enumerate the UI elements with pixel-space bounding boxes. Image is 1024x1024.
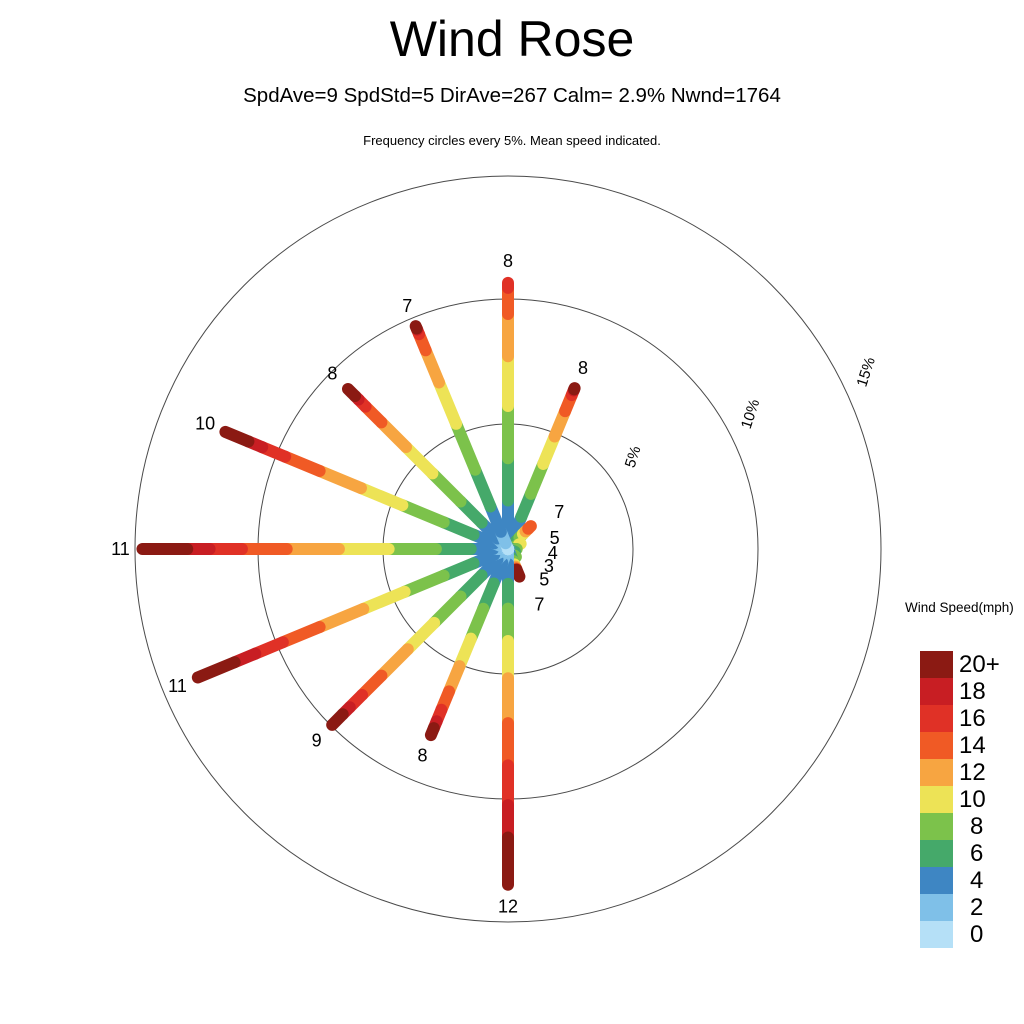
wind-petals: [136, 276, 581, 891]
legend-row: 14: [920, 732, 1000, 759]
legend-label: 6: [970, 840, 984, 867]
petal-segment: [398, 569, 450, 598]
petal-mean-speed-label: 12: [498, 897, 518, 917]
petal-mean-speed-label: 5: [539, 569, 549, 589]
wind-petal: [219, 425, 514, 555]
legend-entries: 20+ 18 16 14 12 10 8 6 4 2 0: [920, 651, 1000, 948]
legend-row: 6: [920, 840, 1000, 867]
legend-label: 8: [970, 813, 984, 840]
frequency-ring: [134, 175, 882, 923]
petal-segment: [313, 464, 367, 495]
petal-segment: [276, 621, 326, 649]
petal-segment: [428, 590, 467, 629]
legend-label: 2: [970, 894, 984, 921]
legend-label: 20+: [959, 651, 1000, 678]
legend-label: 14: [959, 732, 986, 759]
ring-label: 15%: [854, 355, 879, 389]
legend-row: 16: [920, 705, 1000, 732]
legend-color-swatch: [920, 786, 953, 813]
petal-mean-speed-label: 10: [195, 414, 215, 434]
legend-label: 16: [959, 705, 986, 732]
petal-mean-speed-label: 8: [503, 251, 513, 271]
petal-segment: [401, 616, 441, 656]
legend-label: 0: [970, 921, 984, 948]
petal-mean-speed-label: 11: [111, 539, 130, 559]
petal-segment: [469, 463, 497, 513]
legend-color-swatch: [920, 678, 953, 705]
wind-petal: [191, 543, 514, 684]
legend-color-swatch: [920, 840, 953, 867]
legend-color-swatch: [920, 759, 953, 786]
petal-segment: [510, 563, 526, 583]
petal-segment: [354, 482, 409, 512]
legend-color-swatch: [920, 813, 953, 840]
petal-mean-speed-label: 3: [544, 556, 554, 576]
legend-row: 4: [920, 867, 1000, 894]
petal-mean-speed-label: 11: [168, 676, 187, 696]
petal-mean-speed-label: 7: [534, 595, 544, 615]
legend-label: 12: [959, 759, 986, 786]
petal-segment: [400, 441, 439, 480]
petal-mean-speed-label: 4: [548, 543, 558, 563]
petal-segment: [375, 643, 414, 682]
petal-segment: [450, 417, 482, 476]
petal-mean-speed-label: 8: [327, 363, 337, 383]
legend-label: 10: [959, 786, 986, 813]
petal-mean-speed-label: 7: [402, 296, 412, 316]
ring-labels: 5% 10% 15%: [622, 355, 879, 470]
petal-segment: [341, 382, 362, 403]
petal-segment: [279, 450, 326, 477]
legend-row: 12: [920, 759, 1000, 786]
petal-segment: [191, 656, 241, 684]
petal-mean-speed-label: 7: [554, 502, 564, 522]
legend-color-swatch: [920, 705, 953, 732]
summary-statistics: SpdAve=9 SpdStd=5 DirAve=267 Calm= 2.9% …: [243, 84, 781, 107]
ring-label: 10%: [738, 397, 763, 431]
petal-segment: [313, 602, 370, 634]
petal-segment: [409, 320, 423, 335]
legend-row: 0: [920, 921, 1000, 948]
page-title: Wind Rose: [389, 11, 635, 67]
wind-petal: [502, 382, 581, 555]
legend-label: 18: [959, 678, 986, 705]
legend-color-swatch: [920, 921, 953, 948]
legend-row: 18: [920, 678, 1000, 705]
petal-segment: [396, 499, 450, 529]
legend-color-swatch: [920, 894, 953, 921]
legend-color-swatch: [920, 732, 953, 759]
legend: Wind Speed(mph) 20+ 18 16 14 12 10 8 6 4 2 0: [900, 600, 1024, 948]
legend-color-swatch: [920, 867, 953, 894]
ring-label: 5%: [622, 444, 645, 470]
petal-segment: [219, 425, 255, 448]
legend-row: 10: [920, 786, 1000, 813]
legend-label: 4: [970, 867, 984, 894]
petal-mean-speed-label: 9: [312, 730, 322, 750]
petal-segment: [424, 722, 440, 742]
petal-segment: [433, 376, 463, 430]
petal-segment: [326, 708, 349, 731]
legend-row: 8: [920, 813, 1000, 840]
petal-mean-speed-label: 5: [550, 528, 560, 548]
legend-row: 2: [920, 894, 1000, 921]
wind-petal: [326, 543, 514, 731]
petal-mean-speed-label: 8: [417, 745, 427, 765]
legend-color-swatch: [920, 651, 953, 678]
legend-row: 20+: [920, 651, 1000, 678]
wind-petal: [341, 382, 514, 555]
wind-petal: [409, 320, 514, 555]
chart-note: Frequency circles every 5%. Mean speed i…: [363, 133, 661, 148]
petal-mean-speed-label: 8: [578, 358, 588, 378]
legend-title: Wind Speed(mph): [905, 600, 1014, 615]
petal-segment: [522, 520, 537, 535]
petal-segment: [426, 467, 467, 508]
petal-segment: [357, 585, 411, 615]
